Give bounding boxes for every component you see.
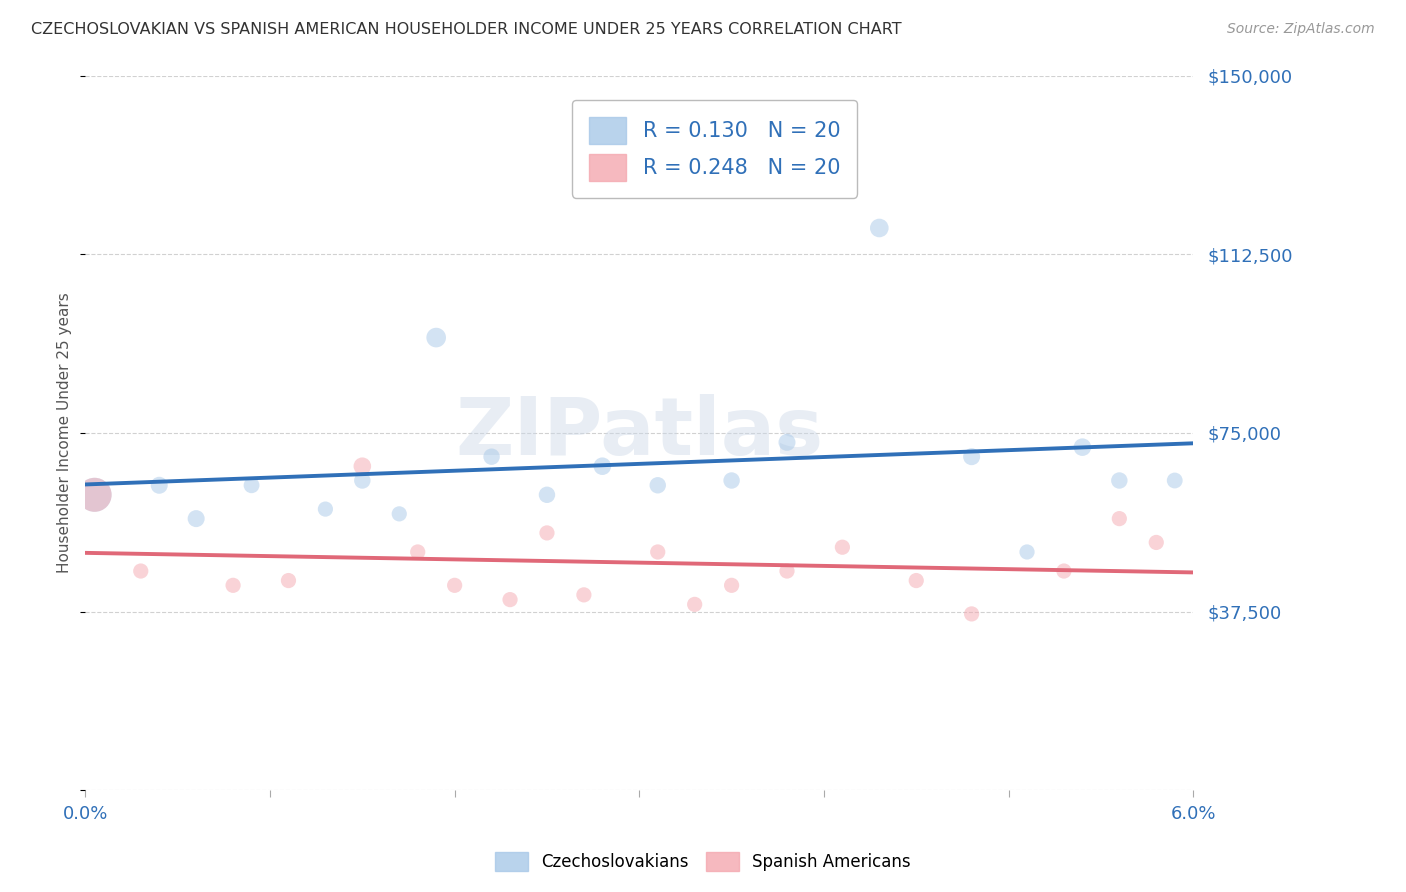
Point bbox=[314, 502, 336, 516]
Point bbox=[905, 574, 928, 588]
Y-axis label: Householder Income Under 25 years: Householder Income Under 25 years bbox=[58, 293, 72, 574]
Point bbox=[481, 450, 503, 464]
Point bbox=[960, 607, 983, 621]
Text: Source: ZipAtlas.com: Source: ZipAtlas.com bbox=[1227, 22, 1375, 37]
Point bbox=[536, 488, 558, 502]
Point bbox=[443, 578, 465, 592]
Point bbox=[186, 511, 208, 525]
Point bbox=[388, 507, 411, 521]
Point bbox=[720, 474, 742, 488]
Point bbox=[1164, 474, 1187, 488]
Point bbox=[1071, 440, 1094, 454]
Point bbox=[352, 459, 374, 474]
Point bbox=[1108, 474, 1130, 488]
Text: ZIPatlas: ZIPatlas bbox=[456, 394, 824, 472]
Legend: Czechoslovakians, Spanish Americans: Czechoslovakians, Spanish Americans bbox=[486, 843, 920, 880]
Point bbox=[647, 545, 669, 559]
Point bbox=[647, 478, 669, 492]
Point bbox=[129, 564, 152, 578]
Legend: R = 0.130   N = 20, R = 0.248   N = 20: R = 0.130 N = 20, R = 0.248 N = 20 bbox=[572, 100, 858, 197]
Point bbox=[1108, 511, 1130, 525]
Point bbox=[148, 478, 170, 492]
Point bbox=[83, 488, 105, 502]
Point bbox=[1144, 535, 1167, 549]
Point bbox=[868, 221, 890, 235]
Point bbox=[277, 574, 299, 588]
Point bbox=[572, 588, 595, 602]
Point bbox=[83, 488, 105, 502]
Point bbox=[536, 525, 558, 540]
Point bbox=[776, 564, 799, 578]
Text: CZECHOSLOVAKIAN VS SPANISH AMERICAN HOUSEHOLDER INCOME UNDER 25 YEARS CORRELATIO: CZECHOSLOVAKIAN VS SPANISH AMERICAN HOUS… bbox=[31, 22, 901, 37]
Point bbox=[425, 330, 447, 344]
Point bbox=[240, 478, 263, 492]
Point bbox=[1015, 545, 1038, 559]
Point bbox=[352, 474, 374, 488]
Point bbox=[499, 592, 522, 607]
Point bbox=[831, 540, 853, 554]
Point bbox=[776, 435, 799, 450]
Point bbox=[406, 545, 429, 559]
Point bbox=[683, 598, 706, 612]
Point bbox=[591, 459, 613, 474]
Point bbox=[720, 578, 742, 592]
Point bbox=[222, 578, 245, 592]
Point bbox=[960, 450, 983, 464]
Point bbox=[1053, 564, 1076, 578]
